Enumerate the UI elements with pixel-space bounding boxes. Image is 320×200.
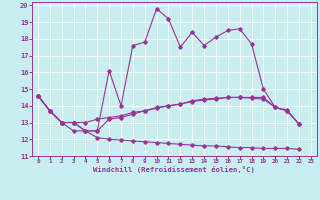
X-axis label: Windchill (Refroidissement éolien,°C): Windchill (Refroidissement éolien,°C) [93,166,255,173]
